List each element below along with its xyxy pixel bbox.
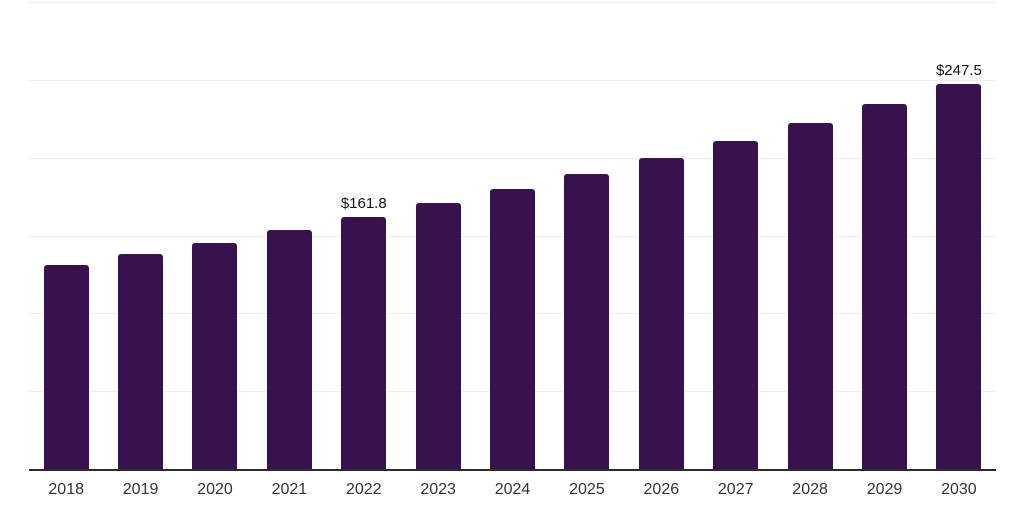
bar-2019[interactable] bbox=[118, 254, 164, 469]
bar-value-label-2030: $247.5 bbox=[935, 61, 982, 79]
x-tick-2018: 2018 bbox=[48, 481, 84, 498]
x-tick-2030: 2030 bbox=[941, 481, 977, 498]
bars-container: $161.8 $247.5 bbox=[29, 2, 996, 469]
bar-slot-2025 bbox=[550, 2, 624, 469]
x-tick-2023: 2023 bbox=[420, 481, 456, 498]
bar-2024[interactable] bbox=[490, 188, 536, 469]
bar-value-label-2022: $161.8 bbox=[340, 195, 387, 213]
bar-slot-2030: $247.5 bbox=[922, 2, 996, 469]
bar-slot-2021 bbox=[252, 2, 326, 469]
bar-slot-2029 bbox=[847, 2, 921, 469]
x-axis-line bbox=[29, 469, 996, 471]
x-axis-labels: 2018 2019 2020 2021 2022 2023 2024 2025 2026 2027… bbox=[29, 482, 996, 498]
bar-slot-2020 bbox=[178, 2, 252, 469]
x-tick-2021: 2021 bbox=[271, 481, 308, 498]
gridline-200 bbox=[29, 157, 996, 159]
bar-2022[interactable] bbox=[341, 217, 387, 469]
bar-slot-2028 bbox=[773, 2, 847, 469]
bar-slot-2023 bbox=[401, 2, 475, 469]
bar-2027[interactable] bbox=[713, 140, 759, 469]
x-tick-2024: 2024 bbox=[494, 481, 531, 498]
gridline-250 bbox=[29, 79, 996, 81]
bar-2020[interactable] bbox=[192, 242, 238, 469]
bar-2023[interactable] bbox=[415, 203, 461, 469]
x-tick-2025: 2025 bbox=[569, 481, 605, 498]
bar-2026[interactable] bbox=[638, 157, 684, 469]
bar-slot-2018 bbox=[29, 2, 103, 469]
bar-2028[interactable] bbox=[787, 122, 833, 469]
bar-2030[interactable] bbox=[936, 83, 982, 469]
gridline-300 bbox=[29, 2, 996, 3]
bar-slot-2024 bbox=[475, 2, 549, 469]
x-tick-2028: 2028 bbox=[792, 481, 828, 498]
bar-slot-2022: $161.8 bbox=[327, 2, 401, 469]
x-tick-2020: 2020 bbox=[197, 481, 233, 498]
bar-slot-2027 bbox=[699, 2, 773, 469]
bar-2025[interactable] bbox=[564, 173, 610, 469]
plot-area: $161.8 $247.5 bbox=[29, 2, 996, 471]
bar-2018[interactable] bbox=[43, 265, 89, 469]
bar-2021[interactable] bbox=[266, 230, 312, 469]
x-tick-2029: 2029 bbox=[866, 481, 903, 498]
bar-2029[interactable] bbox=[861, 103, 907, 469]
x-tick-2022: 2022 bbox=[345, 481, 382, 498]
bar-slot-2019 bbox=[103, 2, 177, 469]
x-tick-2027: 2027 bbox=[717, 481, 754, 498]
bar-slot-2026 bbox=[624, 2, 698, 469]
x-tick-2026: 2026 bbox=[643, 481, 680, 498]
x-tick-2019: 2019 bbox=[122, 481, 159, 498]
